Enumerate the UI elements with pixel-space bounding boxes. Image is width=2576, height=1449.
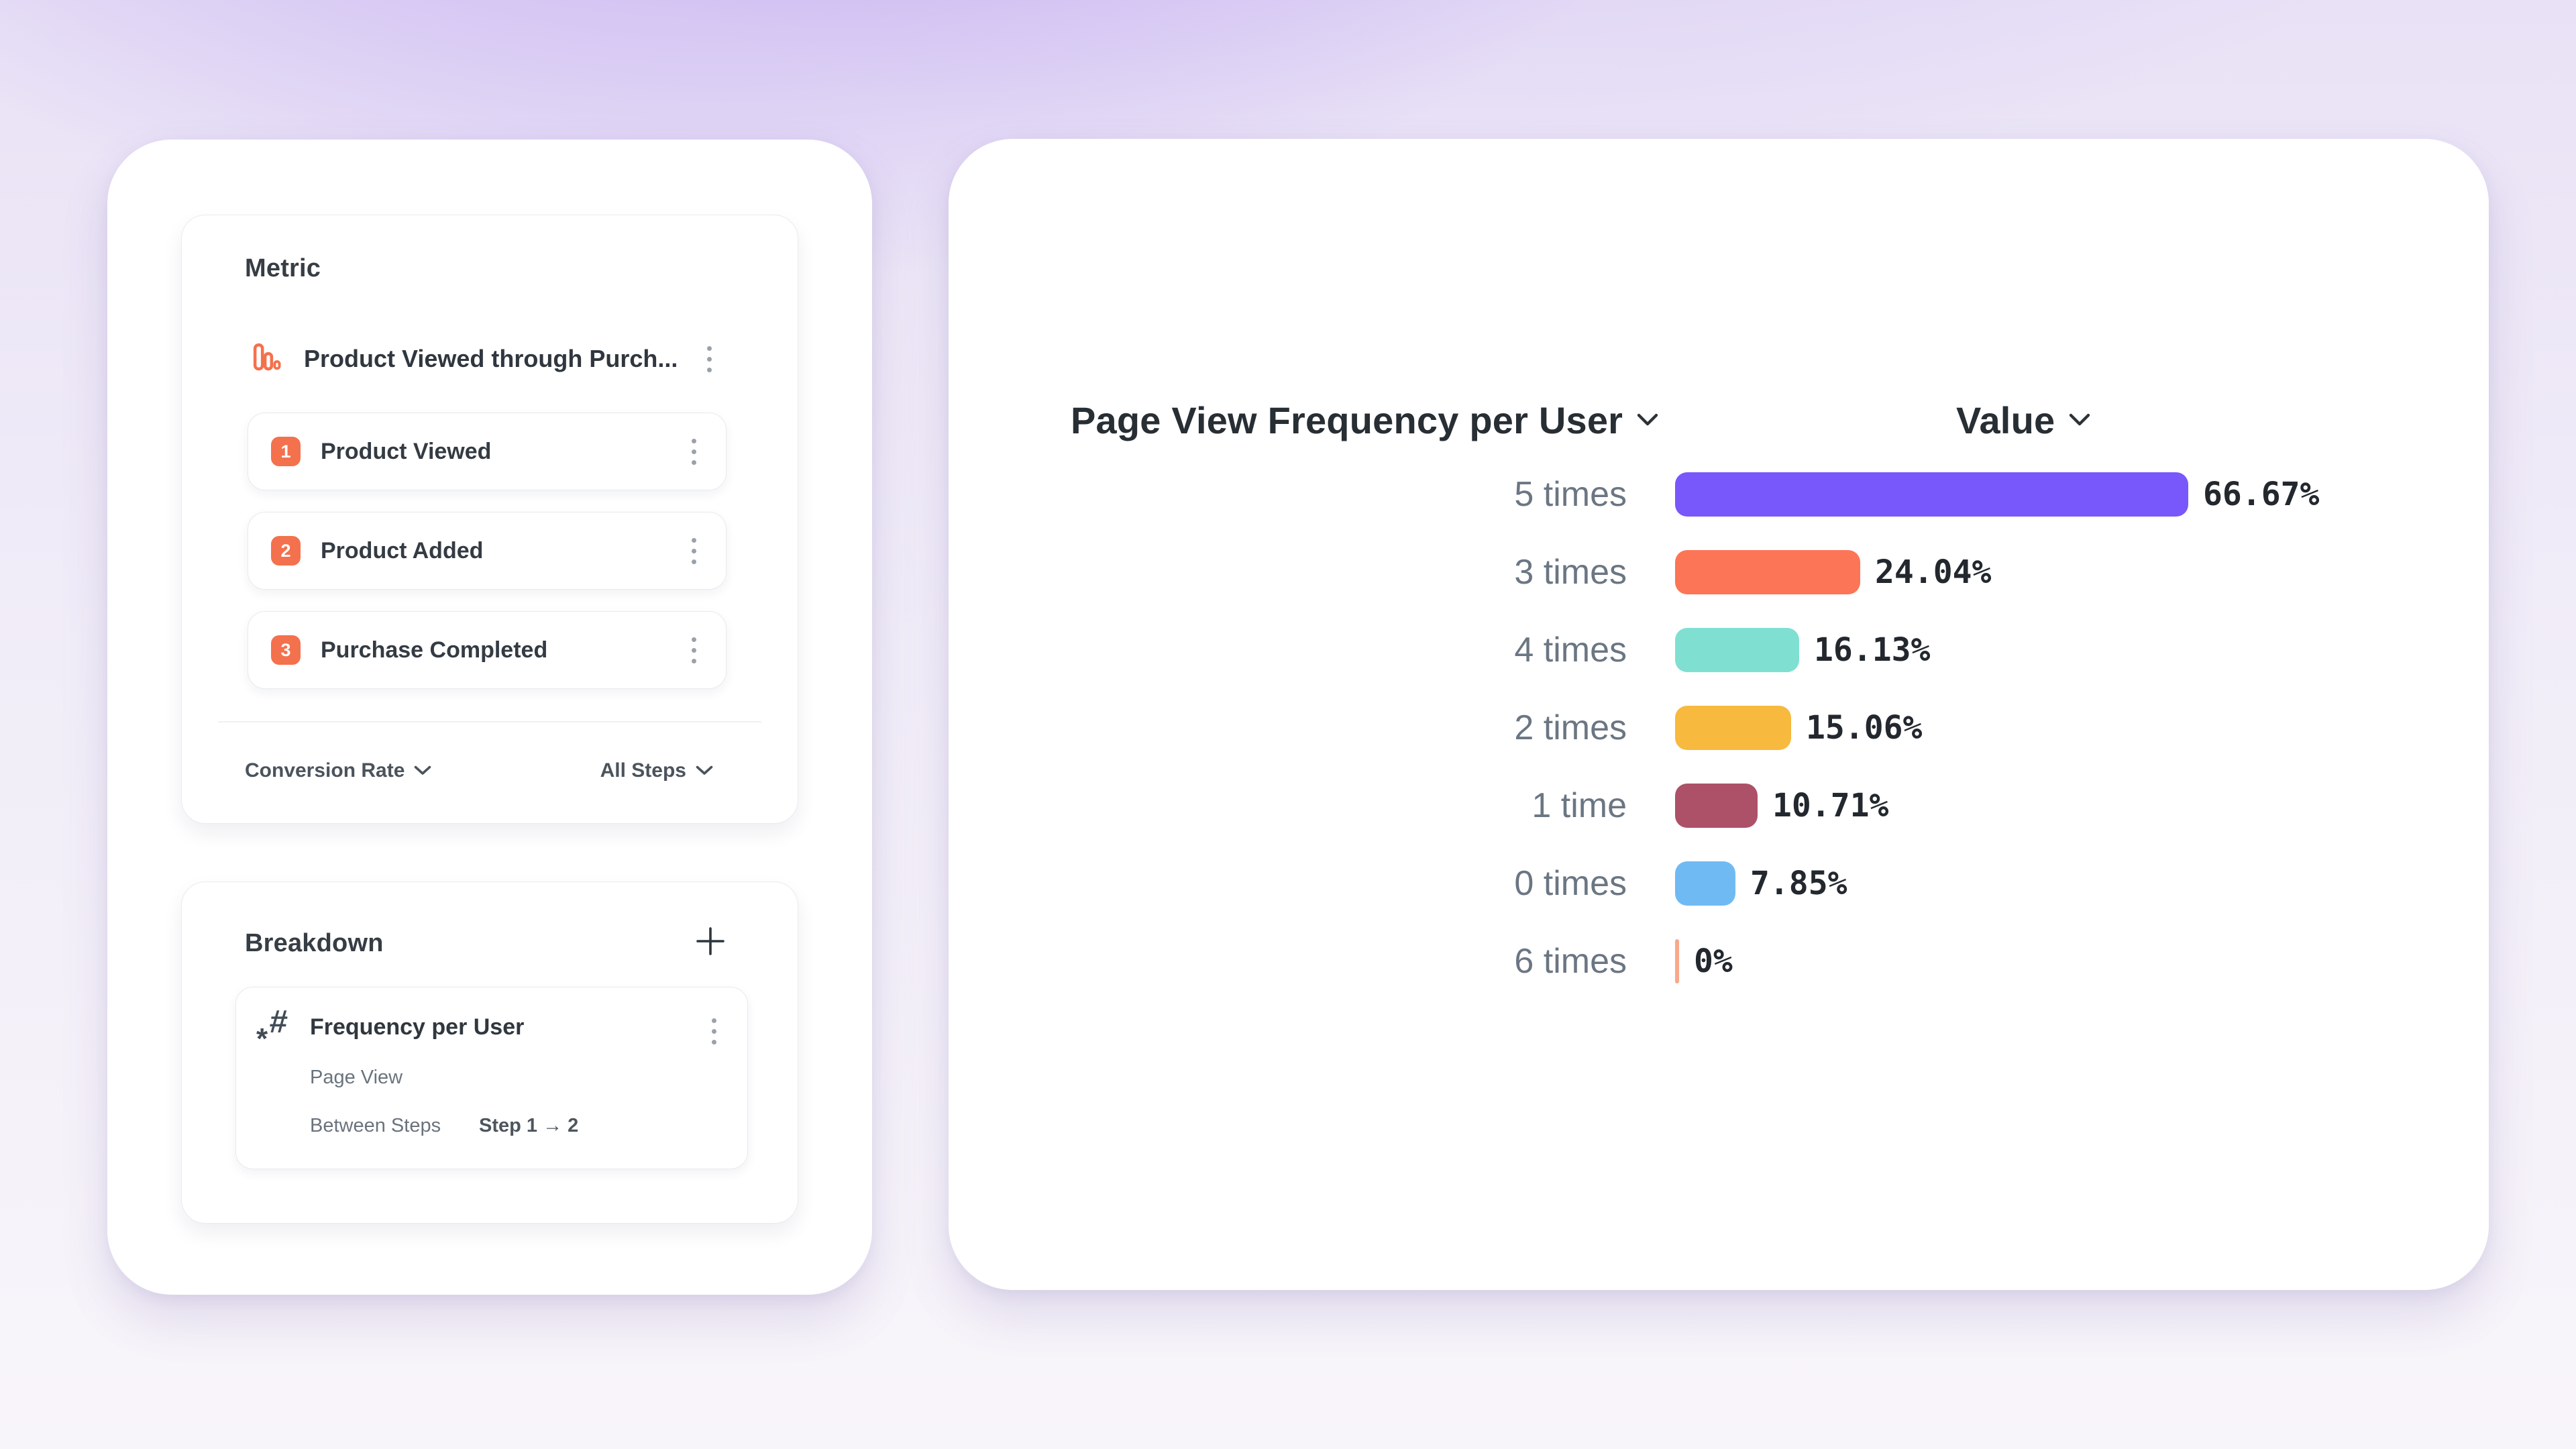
- funnel-metric-row[interactable]: Product Viewed through Purch...: [182, 337, 798, 380]
- kebab-menu-icon[interactable]: [685, 534, 703, 568]
- chart-bar-value: 10.71%: [1772, 787, 1889, 824]
- conversion-rate-dropdown[interactable]: Conversion Rate: [245, 759, 431, 782]
- chart-bar[interactable]: [1675, 628, 1799, 672]
- chevron-down-icon: [415, 765, 431, 775]
- step-label: Product Added: [321, 537, 484, 564]
- chart-bar[interactable]: [1675, 706, 1791, 750]
- breakdown-step-range: Step 1 → 2: [479, 1115, 579, 1136]
- chart-row: 1 time 10.71%: [949, 767, 2489, 845]
- chart-row-label: 2 times: [1514, 708, 1627, 747]
- funnel-metric-name: Product Viewed through Purch...: [304, 345, 678, 372]
- conversion-rate-label: Conversion Rate: [245, 759, 405, 782]
- numeric-property-icon: # *: [256, 1004, 289, 1055]
- funnel-step-row[interactable]: 2 Product Added: [248, 512, 727, 590]
- breakdown-item[interactable]: # * Frequency per User Page View Between …: [235, 987, 748, 1169]
- step-label: Purchase Completed: [321, 637, 548, 663]
- kebab-menu-icon[interactable]: [685, 633, 703, 667]
- chart-row-label: 0 times: [1514, 864, 1627, 903]
- chart-bar-value: 15.06%: [1806, 709, 1923, 747]
- chevron-down-icon: [696, 765, 713, 775]
- chart-row: 4 times 16.13%: [949, 611, 2489, 689]
- chart-row: 2 times 15.06%: [949, 689, 2489, 767]
- chart-bar[interactable]: [1675, 472, 2188, 517]
- chart-rows: 5 times 66.67% 3 times 24.04% 4 times 16.13% 2…: [949, 455, 2489, 1000]
- chart-row: 0 times 7.85%: [949, 845, 2489, 922]
- breakdown-section-title: Breakdown: [245, 929, 384, 957]
- kebab-menu-icon[interactable]: [700, 342, 718, 376]
- funnel-bars-icon: [253, 343, 281, 371]
- breakdown-item-event: Page View: [310, 1067, 403, 1088]
- funnel-step-row[interactable]: 3 Purchase Completed: [248, 611, 727, 689]
- chart-panel: Page View Frequency per User Value 5 tim…: [949, 139, 2489, 1290]
- metric-card: Metric Product Viewed through Purch... 1…: [181, 215, 798, 824]
- chart-bar[interactable]: [1675, 550, 1860, 594]
- step-number-badge: 3: [271, 635, 301, 665]
- breakdown-between-steps-label: Between Steps: [310, 1115, 441, 1136]
- all-steps-label: All Steps: [600, 759, 686, 782]
- chart-row-label: 1 time: [1532, 786, 1627, 825]
- step-number-badge: 2: [271, 536, 301, 566]
- step-label: Product Viewed: [321, 438, 492, 464]
- step-number-badge: 1: [271, 437, 301, 466]
- chevron-down-icon: [1637, 413, 1658, 426]
- metric-section-title: Metric: [245, 254, 321, 282]
- series-header-dropdown[interactable]: Page View Frequency per User: [1071, 396, 1659, 443]
- chart-row: 5 times 66.67%: [949, 455, 2489, 533]
- plus-icon: [696, 927, 724, 955]
- chart-bar-value: 16.13%: [1814, 631, 1931, 669]
- add-breakdown-button[interactable]: [693, 924, 728, 959]
- chevron-down-icon: [2070, 413, 2090, 426]
- chart-bar-value: 24.04%: [1875, 553, 1992, 591]
- chart-row-label: 5 times: [1514, 475, 1627, 514]
- chart-bar-value: 0%: [1694, 943, 1733, 980]
- divider: [218, 721, 761, 722]
- value-header-label: Value: [1956, 398, 2055, 441]
- chart-bar-value: 7.85%: [1750, 865, 1847, 902]
- metric-footer: Conversion Rate All Steps: [245, 751, 713, 791]
- chart-row: 3 times 24.04%: [949, 533, 2489, 611]
- chart-row-label: 3 times: [1514, 553, 1627, 592]
- kebab-menu-icon[interactable]: [705, 1014, 723, 1049]
- chart-row: 6 times 0%: [949, 922, 2489, 1000]
- chart-row-label: 4 times: [1514, 631, 1627, 669]
- series-header-label: Page View Frequency per User: [1071, 398, 1623, 441]
- breakdown-card: Breakdown # * Frequency per User Page Vie…: [181, 881, 798, 1224]
- chart-row-label: 6 times: [1514, 942, 1627, 981]
- query-builder-panel: Metric Product Viewed through Purch... 1…: [107, 140, 872, 1295]
- chart-bar[interactable]: [1675, 939, 1679, 983]
- kebab-menu-icon[interactable]: [685, 435, 703, 469]
- all-steps-dropdown[interactable]: All Steps: [600, 759, 713, 782]
- chart-bar[interactable]: [1675, 784, 1758, 828]
- chart-bar-value: 66.67%: [2203, 476, 2320, 513]
- funnel-step-row[interactable]: 1 Product Viewed: [248, 413, 727, 490]
- breakdown-item-title: Frequency per User: [310, 1014, 525, 1040]
- value-header-dropdown[interactable]: Value: [1956, 396, 2091, 443]
- chart-bar[interactable]: [1675, 861, 1735, 906]
